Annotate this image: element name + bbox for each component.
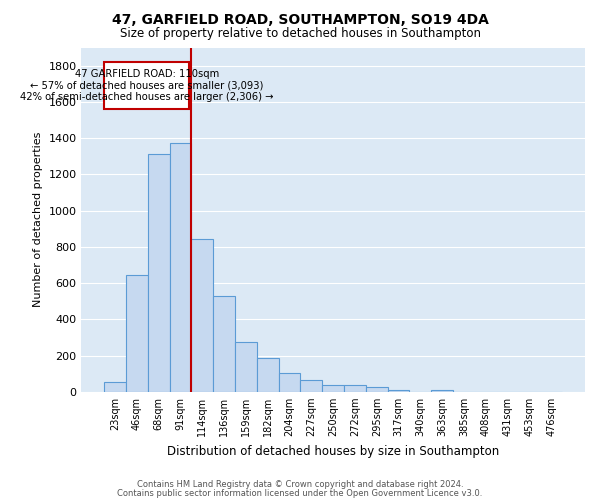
Bar bbox=[366, 388, 388, 392]
Text: 47 GARFIELD ROAD: 110sqm
← 57% of detached houses are smaller (3,093)
42% of sem: 47 GARFIELD ROAD: 110sqm ← 57% of detach… bbox=[20, 69, 274, 102]
Text: Contains public sector information licensed under the Open Government Licence v3: Contains public sector information licen… bbox=[118, 490, 482, 498]
Bar bbox=[431, 390, 453, 392]
Bar bbox=[301, 380, 322, 392]
Bar bbox=[170, 142, 191, 392]
Bar bbox=[257, 358, 278, 392]
FancyBboxPatch shape bbox=[104, 62, 189, 109]
X-axis label: Distribution of detached houses by size in Southampton: Distribution of detached houses by size … bbox=[167, 444, 499, 458]
Bar bbox=[235, 342, 257, 392]
Bar bbox=[104, 382, 126, 392]
Bar bbox=[191, 238, 213, 392]
Bar bbox=[344, 386, 366, 392]
Y-axis label: Number of detached properties: Number of detached properties bbox=[33, 132, 43, 308]
Bar bbox=[126, 275, 148, 392]
Bar bbox=[213, 296, 235, 392]
Bar bbox=[322, 386, 344, 392]
Text: Contains HM Land Registry data © Crown copyright and database right 2024.: Contains HM Land Registry data © Crown c… bbox=[137, 480, 463, 489]
Bar bbox=[278, 373, 301, 392]
Text: Size of property relative to detached houses in Southampton: Size of property relative to detached ho… bbox=[119, 28, 481, 40]
Bar bbox=[388, 390, 409, 392]
Text: 47, GARFIELD ROAD, SOUTHAMPTON, SO19 4DA: 47, GARFIELD ROAD, SOUTHAMPTON, SO19 4DA bbox=[112, 12, 488, 26]
Bar bbox=[148, 154, 170, 392]
